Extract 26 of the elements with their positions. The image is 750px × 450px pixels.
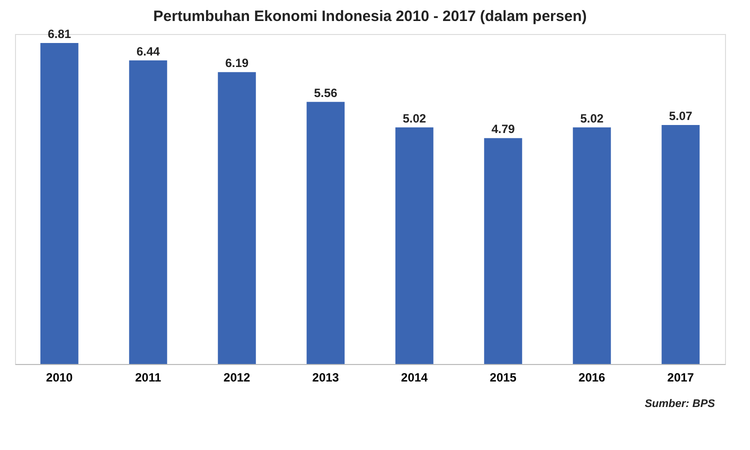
bar: [129, 60, 168, 364]
bar: [40, 42, 78, 364]
x-tick-label: 2014: [401, 370, 428, 384]
x-tick-label: 2011: [135, 370, 162, 384]
x-tick-label: 2016: [578, 370, 606, 384]
bar: [218, 72, 256, 364]
data-label: 6.81: [48, 26, 72, 41]
data-label: 5.56: [314, 86, 338, 100]
x-tick-label: 2017: [667, 370, 694, 384]
bar: [662, 124, 700, 364]
x-tick-label: 2015: [490, 370, 517, 384]
x-tick-label: 2012: [224, 370, 251, 384]
x-tick-label: 2013: [312, 370, 340, 384]
data-label: 5.02: [402, 111, 426, 126]
data-label: 4.79: [491, 122, 516, 136]
data-label: 6.44: [136, 44, 160, 58]
chart-title: Pertumbuhan Ekonomi Indonesia 2010 - 2017 (dalam persen): [153, 8, 587, 25]
x-tick-label: 2010: [46, 370, 74, 384]
data-label: 6.19: [225, 56, 249, 70]
bar: [306, 102, 345, 364]
data-label: 5.02: [580, 111, 604, 126]
text: Sumber: BPS: [644, 398, 716, 410]
bar: [572, 127, 611, 364]
data-label: 5.07: [668, 108, 693, 123]
bar: [484, 138, 522, 364]
bar: [395, 127, 434, 364]
